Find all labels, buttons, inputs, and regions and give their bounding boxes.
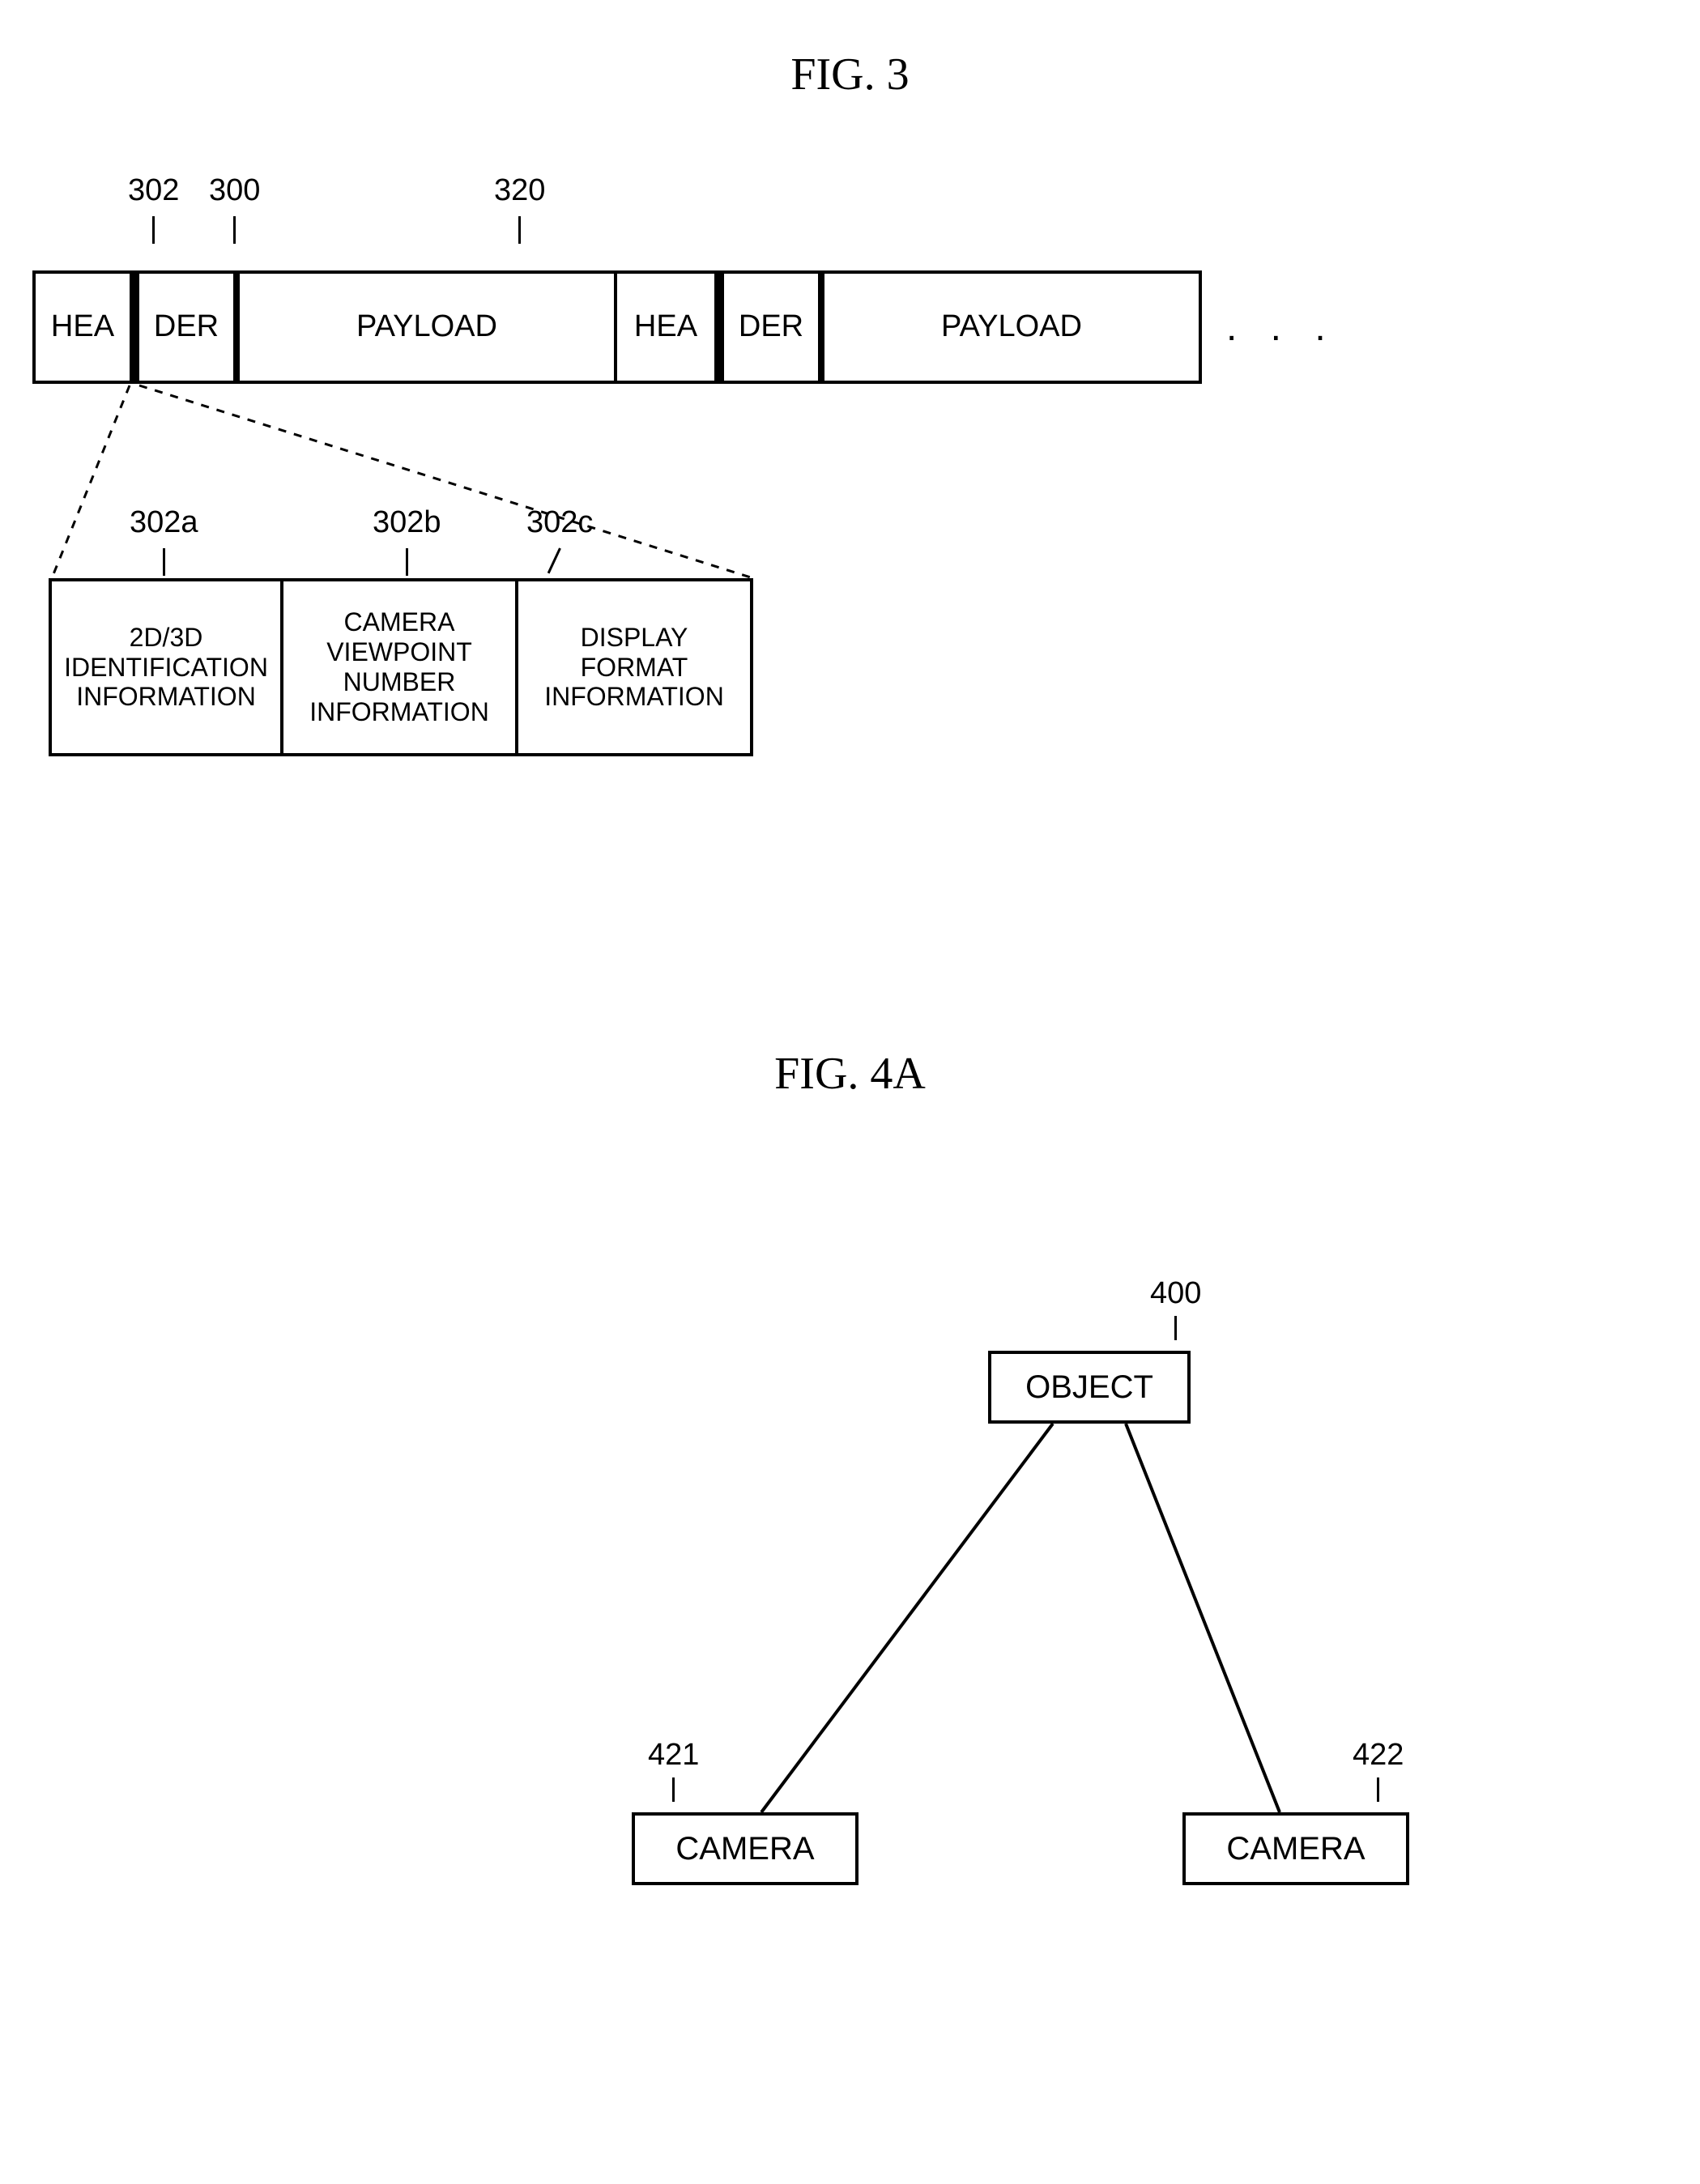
fig3-top-refs: 302 300 320	[32, 173, 1668, 270]
ref-302a-text: 302a	[130, 505, 198, 539]
header-cell-2b: DER	[724, 270, 821, 384]
header-field-marker-1	[130, 270, 139, 384]
header-cell-2a: HEA	[617, 270, 714, 384]
detail-cell-display-format: DISPLAYFORMATINFORMATION	[518, 578, 753, 756]
ref-302b: 302b	[373, 505, 441, 576]
node-camera-right: CAMERA	[1182, 1812, 1409, 1885]
ref-421: 421	[648, 1738, 699, 1802]
ref-422-text: 422	[1353, 1738, 1404, 1772]
ref-302b-text: 302b	[373, 505, 441, 539]
ref-302c-text: 302c	[526, 505, 593, 539]
fig4a-title: FIG. 4A	[32, 1048, 1668, 1100]
fig3-diagram: 302 300 320 HEA DER PAYLOAD HEA DER PAYL…	[32, 173, 1668, 902]
ref-302: 302	[128, 173, 179, 244]
fig3-title: FIG. 3	[32, 49, 1668, 100]
node-object: OBJECT	[988, 1351, 1191, 1424]
header-cell-1a: HEA	[32, 270, 130, 384]
ref-320: 320	[494, 173, 545, 244]
ref-300-text: 300	[209, 173, 260, 207]
ref-302a: 302a	[130, 505, 198, 576]
ellipsis: . . .	[1226, 305, 1337, 350]
detail-cell-camera-viewpoint: CAMERAVIEWPOINTNUMBERINFORMATION	[283, 578, 518, 756]
ref-400: 400	[1150, 1276, 1201, 1340]
packet-row: HEA DER PAYLOAD HEA DER PAYLOAD . . .	[32, 270, 1337, 384]
header-field-marker-2	[714, 270, 724, 384]
node-camera-left: CAMERA	[632, 1812, 859, 1885]
payload-cell-2: PAYLOAD	[821, 270, 1202, 384]
ref-320-text: 320	[494, 173, 545, 207]
payload-cell-1: PAYLOAD	[236, 270, 617, 384]
detail-cell-2d3d: 2D/3DIDENTIFICATIONINFORMATION	[49, 578, 283, 756]
ref-422: 422	[1353, 1738, 1404, 1802]
ref-302-text: 302	[128, 173, 179, 207]
ref-302c: 302c	[526, 505, 593, 576]
fig4a-diagram: 400 421 422 OBJECT CAMERA CAMERA	[32, 1197, 1668, 1926]
header-cell-1b: DER	[139, 270, 236, 384]
ref-421-text: 421	[648, 1738, 699, 1772]
fig3-detail-refs: 302a 302b 302c	[32, 505, 1668, 578]
ref-300: 300	[209, 173, 260, 244]
fig3-detail-box: 2D/3DIDENTIFICATIONINFORMATION CAMERAVIE…	[49, 578, 753, 756]
ref-400-text: 400	[1150, 1276, 1201, 1310]
